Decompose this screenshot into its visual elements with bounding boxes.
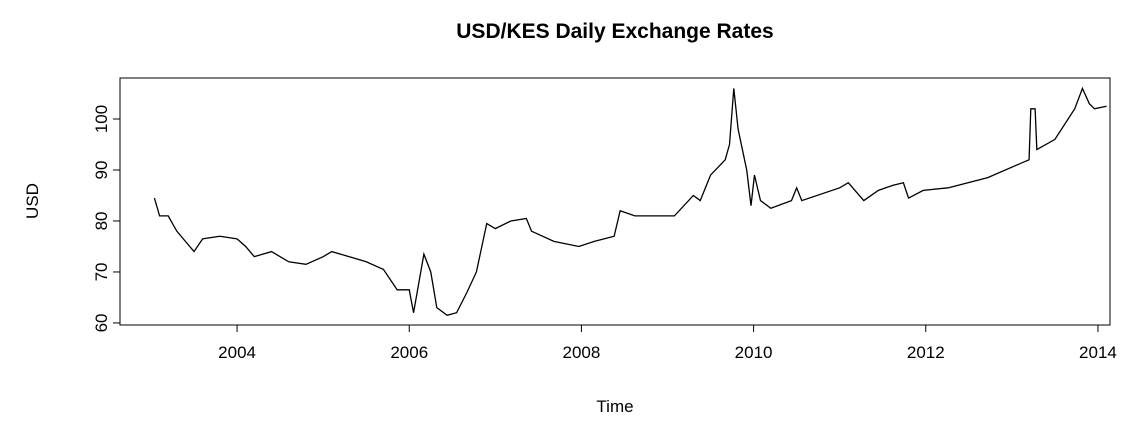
y-axis-label: USD [23,183,42,219]
x-tick-label: 2006 [390,343,428,362]
y-tick-label: 60 [92,313,111,332]
y-tick-label: 70 [92,263,111,282]
x-tick-label: 2010 [735,343,773,362]
x-tick-label: 2014 [1079,343,1117,362]
y-tick-label: 100 [92,105,111,133]
x-tick-label: 2008 [563,343,601,362]
x-axis-label: Time [596,397,633,416]
y-tick-label: 80 [92,212,111,231]
y-tick-label: 90 [92,161,111,180]
x-tick-label: 2004 [218,343,256,362]
chart-title: USD/KES Daily Exchange Rates [456,20,773,43]
series-line [153,86,1107,317]
plot-box [119,77,1111,326]
x-tick-label: 2012 [907,343,945,362]
